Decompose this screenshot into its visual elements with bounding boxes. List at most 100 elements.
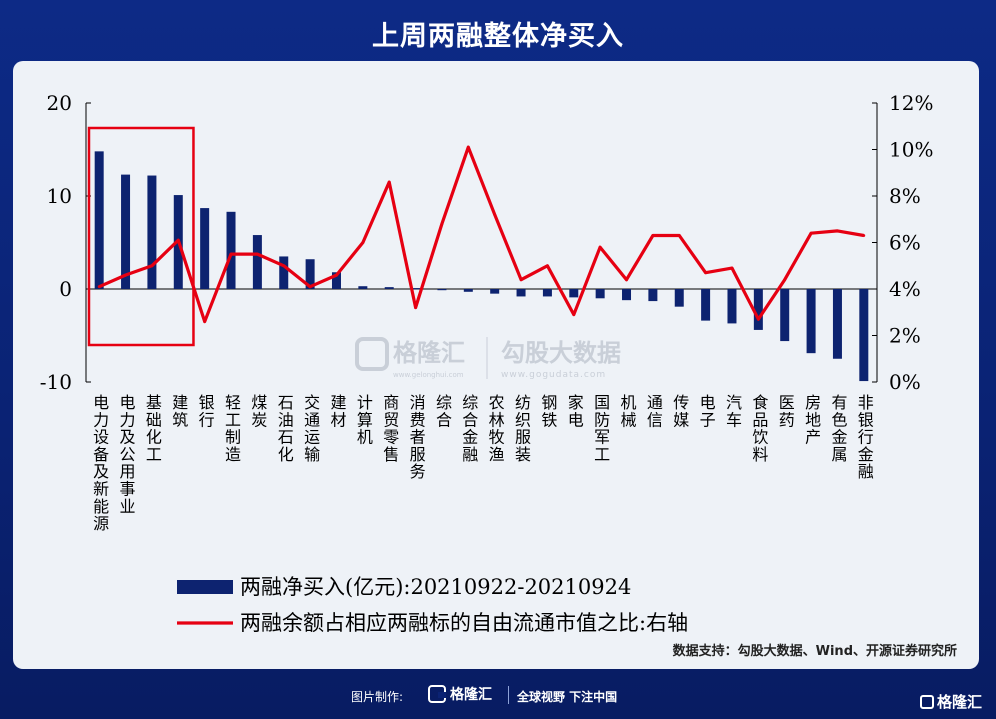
line-point [730, 266, 734, 270]
line-point [97, 285, 101, 289]
x-axis-tick-label: 电力及公用事业 [120, 393, 136, 516]
line-point [598, 245, 602, 249]
x-axis-tick-label: 机械 [621, 393, 637, 429]
x-axis-tick-label: 家电 [568, 393, 584, 429]
line-point [440, 222, 444, 226]
footer-logo: 格隆汇 [428, 684, 492, 704]
x-axis-tick-label: 传媒 [673, 393, 689, 429]
x-axis-tick-label: 计算机 [357, 393, 373, 447]
footer-made-by: 图片制作: [351, 690, 404, 704]
bar-mark [384, 287, 394, 289]
highlight-box [87, 126, 195, 347]
watermark-partner-url: www.gogudata.com [501, 370, 606, 380]
legend-bar-swatch [177, 580, 233, 594]
line-point [756, 317, 760, 321]
x-axis-tick-label: 钢铁 [541, 393, 557, 429]
line-point [335, 273, 338, 277]
bar-mark [648, 289, 658, 302]
watermark-brand: 格隆汇 [393, 339, 465, 367]
x-axis-tick-label: 商贸零售 [383, 393, 399, 464]
bar-mark [780, 289, 790, 342]
line-point [572, 313, 576, 316]
footer-bar: 图片制作: 格隆汇 全球视野 下注中国 格隆汇 [0, 678, 996, 712]
line-point [414, 306, 417, 309]
bar-mark [331, 272, 341, 289]
footer-divider [508, 686, 509, 704]
bar-mark [94, 151, 104, 289]
left-axis-tick-label: 0 [59, 277, 72, 301]
line-point [677, 234, 681, 237]
corner-logo: 格隆汇 [920, 691, 982, 712]
x-axis-tick-label: 消费者服务 [410, 393, 426, 481]
bar-mark [859, 289, 869, 382]
x-axis-tick-label: 石油石化 [278, 393, 294, 464]
line-point [862, 234, 866, 237]
bar-mark [753, 289, 763, 330]
line-point [466, 145, 470, 149]
watermark-partner: 勾股大数据 [501, 339, 621, 367]
bar-mark [569, 289, 579, 298]
right-axis-tick-label: 6% [889, 231, 921, 255]
line-point [282, 264, 286, 268]
page-title: 上周两融整体净买入 [372, 21, 624, 52]
right-axis-tick-label: 12% [889, 91, 933, 115]
footer-logo-text: 格隆汇 [450, 687, 492, 703]
line-point [361, 241, 365, 244]
chart-svg: 格隆汇 www.gelonghui.com 勾股大数据 www.gogudata.co… [40, 91, 934, 635]
line-point [836, 229, 839, 233]
x-axis-tick-label: 电力设备及新能源 [93, 393, 109, 533]
x-axis-tick-label: 综合金融 [462, 393, 478, 464]
bar-mark [252, 235, 262, 289]
bar-mark [542, 289, 552, 297]
bar-mark [463, 289, 473, 292]
bar-mark [832, 289, 842, 359]
chart-card: 格隆汇 www.gelonghui.com 勾股大数据 www.gogudata.co… [13, 61, 979, 669]
x-axis-tick-label: 交通运输 [304, 393, 320, 464]
bar-mark [516, 289, 526, 297]
x-axis-tick-label: 综合 [436, 393, 452, 429]
x-axis-tick-label: 建筑 [172, 393, 188, 429]
left-axis-tick-label: 10 [47, 184, 72, 208]
line-point [546, 264, 549, 268]
bar-mark [279, 256, 289, 289]
bar-mark [358, 286, 368, 289]
line-point [229, 252, 233, 256]
bar-mark [147, 175, 157, 289]
x-axis-tick-label: 银行 [199, 393, 215, 429]
bar-mark [490, 289, 500, 294]
corner-logo-icon [920, 694, 934, 709]
x-axis-tick-label: 非银行金融 [858, 393, 874, 481]
bar-mark [200, 208, 210, 289]
bar-mark [727, 289, 737, 324]
bar-mark [595, 289, 605, 299]
bar-mark [305, 259, 315, 289]
x-axis-tick-label: 纺织服装 [515, 393, 531, 464]
corner-logo-text: 格隆汇 [937, 693, 983, 711]
line-point [203, 320, 207, 323]
line-point [176, 238, 180, 242]
footer-slogan: 全球视野 下注中国 [517, 690, 618, 704]
x-axis-tick-label: 房地产 [805, 393, 821, 447]
legend-line-label: 两融余额占相应两融标的自由流通市值之比:右轴 [240, 611, 688, 635]
x-axis-tick-label: 通信 [647, 393, 663, 429]
x-axis-tick-label: 食品饮料 [752, 393, 768, 464]
left-axis-tick-label: 20 [47, 91, 72, 115]
line-point [704, 271, 708, 275]
line-point [255, 252, 259, 256]
right-axis-tick-label: 8% [889, 184, 921, 208]
bar-mark [806, 289, 816, 354]
x-axis-tick-label: 有色金属 [831, 393, 847, 464]
line-point [519, 278, 523, 282]
line-point [493, 213, 497, 217]
line-point [625, 278, 628, 282]
bar-mark [674, 289, 684, 307]
right-axis-tick-label: 2% [889, 324, 921, 348]
right-axis-tick-label: 10% [889, 138, 933, 162]
line-point [387, 180, 391, 184]
line-point [783, 278, 787, 282]
right-axis-tick-label: 0% [889, 370, 921, 394]
x-axis-tick-label: 轻工制造 [225, 393, 241, 464]
source-note: 数据支持：勾股大数据、Wind、开源证券研究所 [672, 644, 957, 659]
gelonghui-logo-icon [428, 685, 446, 703]
x-axis-tick-label: 电子 [700, 393, 716, 429]
